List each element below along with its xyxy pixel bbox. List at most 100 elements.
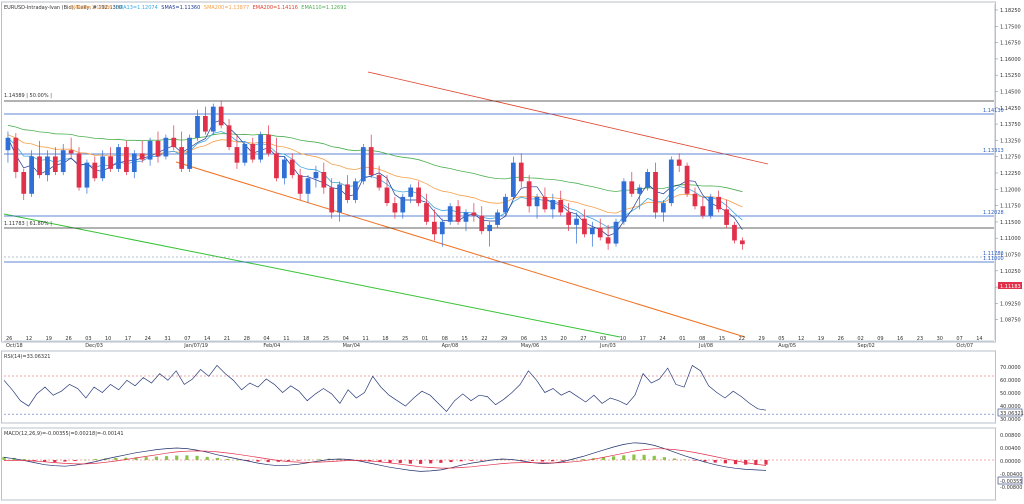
date-tick-label: 02 — [857, 336, 863, 342]
macd-histogram-bar — [683, 459, 687, 461]
indicator-readout: SMA200=1.13877 — [204, 5, 249, 11]
candle-body — [131, 153, 137, 172]
candle-body — [574, 218, 579, 225]
macd-histogram-bar — [398, 460, 402, 464]
sma5-line — [7, 119, 743, 237]
candle-body — [700, 206, 706, 216]
candle-body — [566, 212, 571, 225]
date-tick-label: 19 — [46, 336, 52, 342]
indicator-readouts: SMA20=1.12006 EMA13=1.12074 SMA5=1.11360 SM… — [70, 5, 347, 11]
date-tick-label: 25 — [402, 336, 408, 342]
macd-histogram-bar — [175, 455, 179, 460]
date-tick-label: 14 — [976, 336, 982, 342]
macd-histogram-bar — [286, 460, 291, 462]
indicator-readout: SMA20=1.12006 — [70, 5, 112, 11]
candle-body — [76, 153, 82, 188]
candle-body — [281, 159, 287, 179]
candle-body — [210, 106, 216, 132]
month-label: Jun/03 — [599, 343, 616, 349]
price-tick-label: 1.10750 — [1000, 253, 1021, 259]
macd-tick-label: -0.00400 — [1000, 472, 1022, 478]
candle-body — [321, 172, 327, 188]
candle-body — [329, 187, 335, 213]
candle-body — [68, 150, 74, 154]
macd-value-label: -0.00355 — [1000, 479, 1022, 485]
rsi-tick-label: 30.0000 — [1000, 417, 1021, 423]
macd-histogram-bar — [266, 460, 270, 463]
ema13-line — [7, 131, 743, 228]
macd-histogram-bar — [32, 460, 37, 461]
candle-body — [684, 165, 690, 194]
candle-body — [242, 144, 248, 163]
macd-panel: 0.00800 0.00400 0.00000 -0.00400 -0.00800 — [2, 433, 1022, 491]
date-tick-label: 06 — [521, 336, 527, 342]
candle-body — [305, 178, 311, 194]
macd-histogram-bar — [73, 460, 77, 462]
macd-histogram-bar — [378, 460, 382, 463]
current-price-tag: 1.11183 — [998, 282, 1022, 290]
candle-body — [13, 137, 19, 172]
candle-body — [668, 159, 674, 204]
candle-body — [92, 162, 98, 179]
candle-body — [605, 237, 611, 244]
candle-body — [384, 187, 390, 204]
candle-body — [29, 156, 35, 194]
date-tick-label: 08 — [699, 336, 705, 342]
macd-histogram-bar — [22, 458, 26, 460]
date-tick-label: 26 — [6, 336, 12, 342]
macd-histogram-bar — [764, 460, 768, 465]
rsi-value-badge — [997, 408, 1023, 417]
candle-body — [692, 193, 698, 207]
rsi-value-label: 33.06321 — [1000, 411, 1024, 417]
date-tick-label: 23 — [917, 336, 923, 342]
date-tick-label: 29 — [758, 336, 764, 342]
fib-label-50: 1.14389 | 50.00% | — [4, 93, 52, 99]
price-tick-label: 1.12000 — [1000, 187, 1021, 193]
level-label: 1.13313 — [983, 148, 1004, 154]
macd-histogram-bar — [418, 460, 423, 464]
month-label: May/06 — [521, 343, 539, 349]
macd-histogram-bar — [195, 455, 199, 460]
macd-tick-label: 0.00000 — [1000, 459, 1021, 465]
rsi-panel: 70.0000 60.0000 50.0000 40.0000 30.0000 — [3, 364, 1021, 423]
date-tick-label: 05 — [778, 336, 784, 342]
macd-histogram-bar — [754, 460, 758, 465]
date-tick-label: 26 — [65, 336, 71, 342]
candle-body — [187, 137, 192, 169]
candle-body — [139, 153, 145, 160]
date-tick-label: 19 — [818, 336, 824, 342]
candle-body — [218, 106, 224, 126]
macd-histogram-bar — [164, 456, 169, 460]
macd-histogram-bar — [276, 460, 280, 462]
candle-body — [471, 212, 477, 216]
macd-histogram-bar — [581, 458, 585, 460]
candle-body — [226, 125, 232, 148]
candle-body — [613, 221, 619, 244]
ema110-line — [7, 124, 743, 193]
price-tick-label: 1.11500 — [1000, 220, 1021, 226]
date-tick-label: 15 — [719, 336, 725, 342]
current-price-badge — [998, 282, 1022, 289]
candle-body — [708, 196, 714, 216]
macd-tick-label: 0.00800 — [1000, 433, 1021, 439]
candle-body — [439, 221, 445, 235]
macd-histogram-bar — [561, 460, 565, 461]
date-tick-label: 07 — [956, 336, 962, 342]
indicator-readout: SMA5=1.11360 — [161, 5, 200, 11]
macd-histogram-bar — [297, 460, 301, 461]
date-tick-label: 01 — [422, 336, 428, 342]
candle-body — [376, 175, 382, 188]
macd-histogram-bar — [500, 459, 504, 460]
macd-histogram-bar — [144, 457, 148, 460]
date-tick-label: 09 — [877, 336, 883, 342]
candle-body — [732, 224, 737, 241]
date-tick-label: 08 — [442, 336, 448, 342]
price-tick-label: 1.16750 — [1000, 41, 1021, 47]
date-tick-label: 12 — [26, 336, 32, 342]
candle-body — [597, 228, 603, 238]
indicator-readout: EMA110=1.12691 — [301, 5, 346, 11]
candle-body — [676, 159, 682, 166]
candle-body — [60, 150, 66, 172]
indicator-readout: EMA200=1.14116 — [253, 5, 298, 11]
candle-body — [5, 137, 11, 151]
